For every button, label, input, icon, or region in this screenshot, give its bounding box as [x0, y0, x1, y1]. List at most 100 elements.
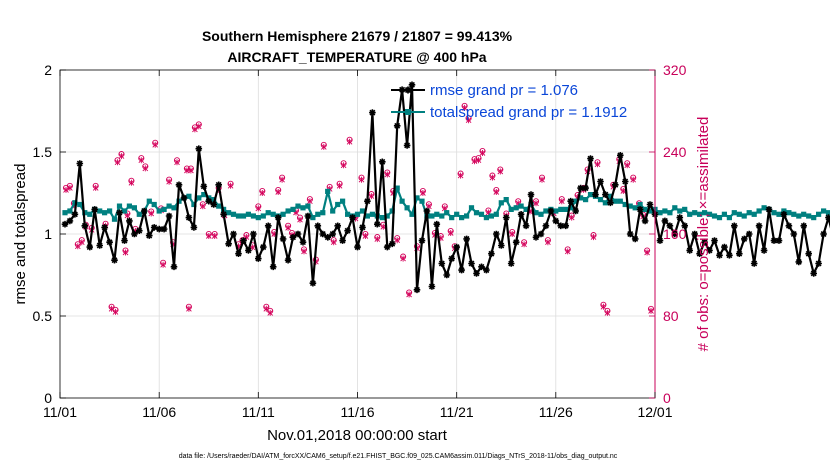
rmse-data-point [631, 235, 639, 243]
spread-data-point [741, 213, 747, 219]
spread-data-point [146, 198, 152, 204]
spread-data-point [821, 208, 827, 214]
rmse-data-point [111, 256, 118, 264]
spread-data-point [464, 213, 470, 219]
rmse-data-point [245, 247, 252, 254]
spread-data-point [116, 203, 123, 209]
rmse-data-point [190, 224, 198, 231]
rmse-data-point [701, 238, 708, 246]
rmse-data-point [235, 250, 242, 257]
spread-data-point [340, 198, 346, 204]
spread-data-point [235, 213, 242, 219]
rmse-data-point [478, 263, 485, 271]
rmse-data-point [423, 207, 431, 215]
spread-data-point [811, 215, 817, 221]
spread-data-point [67, 208, 73, 214]
spread-data-point [325, 188, 331, 194]
rmse-data-point [200, 183, 208, 190]
left-y-tick-label: 1 [44, 226, 52, 242]
spread-data-point [335, 201, 341, 208]
spread-data-point [107, 208, 113, 214]
rmse-data-point [383, 243, 391, 251]
spread-data-point [255, 215, 261, 221]
obs-count-marker [374, 234, 381, 243]
spread-data-point [697, 211, 703, 217]
obs-count-marker [296, 214, 304, 223]
rmse-data-point [215, 181, 222, 189]
rmse-data-point [354, 243, 361, 251]
spread-data-point [716, 215, 723, 221]
obs-count-marker [205, 230, 212, 239]
spread-data-point [523, 206, 529, 212]
obs-count-marker [185, 303, 192, 312]
obs-count-marker [544, 237, 551, 246]
obs-count-marker [108, 303, 115, 312]
rmse-data-point [175, 181, 183, 189]
rmse-data-point [165, 212, 173, 220]
spread-data-point [62, 210, 68, 216]
rmse-data-point [314, 222, 322, 230]
spread-data-point [672, 205, 678, 211]
obs-count-marker [300, 246, 308, 255]
spread-data-point [578, 195, 584, 201]
spread-data-point [250, 213, 256, 219]
rmse-data-point [562, 222, 569, 230]
left-y-axis-ticks: 0 0.5 1 1.5 2 [33, 62, 66, 406]
spread-data-point [706, 211, 713, 217]
rmse-data-point [498, 242, 505, 249]
rmse-data-point [185, 214, 193, 221]
spread-data-point [692, 210, 698, 216]
rmse-data-point [517, 211, 525, 218]
rmse-data-point [582, 184, 589, 192]
obs-count-marker [594, 159, 601, 168]
spread-data-point [612, 198, 618, 204]
obs-count-marker [114, 157, 121, 166]
obs-count-marker [590, 232, 597, 241]
spread-data-point [136, 211, 142, 217]
spread-data-point [126, 203, 132, 209]
grid-layer [60, 70, 655, 398]
spread-data-point [786, 210, 792, 216]
right-y-tick-label: 80 [663, 308, 679, 324]
spread-data-point [404, 205, 410, 211]
rmse-data-point [388, 240, 396, 248]
rmse-data-point [150, 224, 158, 231]
spread-data-point [568, 205, 574, 211]
obs-count-marker [255, 203, 262, 212]
rmse-data-point [96, 242, 103, 249]
spread-data-point [825, 210, 830, 216]
obs-count-marker [406, 289, 413, 298]
right-y-tick-label: 160 [663, 226, 687, 242]
spread-data-point [379, 215, 385, 221]
spread-data-point [166, 203, 172, 209]
rmse-data-point [755, 222, 763, 230]
spread-data-point [315, 211, 321, 217]
spread-data-point [702, 210, 708, 216]
spread-data-point [449, 215, 455, 221]
rmse-data-point [379, 158, 386, 166]
spread-data-point [538, 211, 544, 217]
spread-data-point [513, 205, 519, 211]
rmse-data-point [106, 238, 113, 246]
rmse-data-point [468, 260, 475, 267]
rmse-data-point [71, 211, 79, 218]
spread-data-point [791, 211, 797, 217]
spread-data-point [454, 211, 460, 217]
obs-count-marker [66, 182, 73, 191]
obs-count-marker [358, 174, 365, 183]
legend-rmse-marker [404, 86, 412, 94]
rmse-data-point [334, 222, 341, 230]
obs-count-marker [532, 198, 540, 207]
spread-data-point [468, 205, 475, 211]
spread-data-point [573, 198, 579, 204]
obs-count-marker [118, 151, 125, 160]
obs-count-marker [630, 174, 637, 183]
spread-data-point [77, 201, 83, 208]
rmse-data-point [522, 222, 530, 230]
rmse-data-point [403, 142, 411, 149]
rmse-data-point [820, 230, 827, 238]
rmse-data-point [815, 260, 822, 267]
legend-rmse-label: rmse grand pr = 1.076 [430, 82, 578, 99]
rmse-data-point [681, 222, 688, 230]
spread-data-point [240, 213, 247, 219]
